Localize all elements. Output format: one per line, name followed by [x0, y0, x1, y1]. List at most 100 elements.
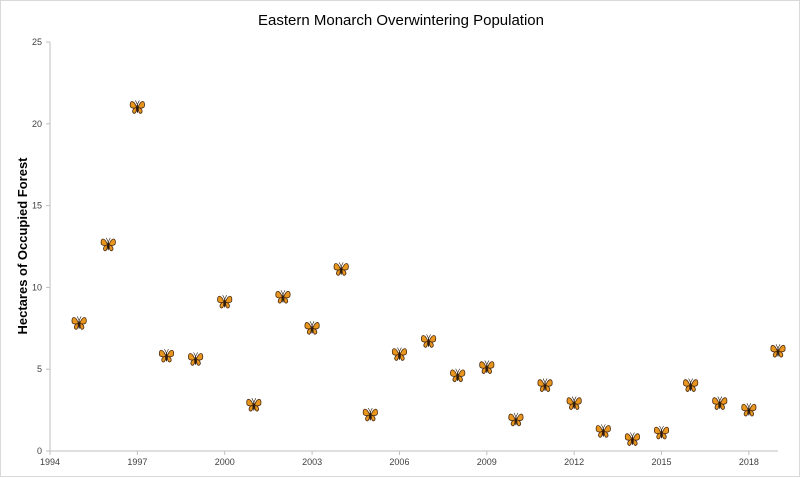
butterfly-wing-upper-right: [720, 397, 728, 405]
butterfly-wing-lower-left: [598, 430, 603, 438]
butterfly-wing-upper-left: [479, 361, 487, 369]
x-tick-label: 2003: [302, 457, 322, 467]
butterfly-antennae: [397, 347, 402, 352]
butterfly-wing-upper-right: [749, 403, 757, 412]
butterfly-wing-upper-right: [79, 317, 87, 325]
butterfly-wing-upper-right: [283, 290, 291, 299]
butterfly-wing-lower-left: [510, 419, 516, 427]
butterfly-wing-upper-right: [516, 413, 524, 421]
butterfly-body: [689, 382, 692, 392]
x-tick-label: 1994: [40, 457, 60, 467]
butterfly-antennae: [426, 334, 431, 339]
butterfly-body: [515, 416, 517, 426]
x-tick-label: 2018: [739, 457, 759, 467]
butterfly-wing-lower-right: [167, 355, 172, 363]
butterfly-body: [369, 411, 372, 421]
butterfly-antennae: [368, 407, 373, 413]
butterfly-wing-upper-left: [566, 397, 574, 405]
butterfly-icon: [100, 237, 116, 252]
butterfly-icon: [595, 424, 611, 438]
butterfly-wing-lower-left: [685, 385, 691, 392]
butterfly-wing-lower-left: [161, 355, 166, 363]
butterfly-wing-lower-right: [749, 409, 755, 417]
butterfly-wing-lower-right: [341, 268, 347, 276]
butterfly-wing-upper-right: [778, 344, 786, 353]
butterfly-wing-lower-right: [487, 367, 492, 374]
butterfly-icon: [741, 402, 757, 417]
butterfly-wing-upper-left: [595, 425, 603, 433]
butterfly-body: [78, 319, 81, 329]
butterfly-wing-lower-left: [132, 106, 137, 114]
butterfly-body: [602, 427, 605, 437]
butterfly-wing-upper-right: [341, 263, 349, 271]
butterfly-body: [718, 400, 721, 410]
butterfly-wing-lower-left: [656, 432, 661, 440]
butterfly-wing-lower-right: [254, 404, 259, 412]
butterfly-icon: [129, 100, 145, 114]
butterfly-wing-lower-right: [79, 322, 85, 330]
butterfly-wing-upper-left: [246, 398, 254, 407]
butterfly-wing-lower-right: [108, 244, 114, 252]
butterfly-wing-upper-right: [225, 295, 233, 304]
butterfly-wing-lower-right: [691, 385, 696, 392]
butterfly-wing-upper-right: [458, 369, 466, 377]
butterfly-wing-upper-left: [624, 433, 632, 441]
butterfly-wing-upper-left: [362, 408, 370, 417]
butterfly-wing-upper-left: [129, 101, 137, 109]
butterfly-icon: [391, 347, 407, 361]
butterfly-wing-lower-left: [336, 268, 341, 276]
butterfly-wing-upper-right: [429, 335, 437, 343]
butterfly-wing-lower-right: [225, 301, 230, 309]
butterfly-icon: [624, 432, 640, 446]
y-tick-label: 10: [32, 282, 42, 292]
butterfly-antennae: [746, 402, 752, 408]
butterfly-antennae: [251, 398, 257, 403]
butterfly-icon: [450, 368, 466, 383]
butterfly-wing-lower-right: [458, 375, 463, 383]
butterfly-icon: [246, 398, 262, 412]
butterfly-wing-upper-left: [275, 290, 283, 299]
butterfly-antennae: [688, 378, 693, 383]
butterfly-body: [573, 400, 576, 410]
butterfly-antennae: [601, 424, 606, 429]
butterfly-wing-lower-left: [365, 414, 370, 422]
x-tick-label: 2000: [215, 457, 235, 467]
butterfly-body: [747, 406, 750, 416]
butterfly-antennae: [455, 368, 460, 373]
butterfly-antennae: [193, 352, 198, 357]
butterfly-wing-lower-left: [452, 375, 458, 383]
butterfly-wing-upper-left: [217, 295, 225, 304]
butterfly-wing-upper-right: [574, 397, 582, 405]
butterfly-wing-upper-right: [167, 349, 175, 358]
tick-labels: 0 5 10 15 20 25 1994 1997 2000 2003 2006 2009 2012 20…: [32, 37, 759, 467]
butterfly-wing-lower-left: [627, 439, 632, 446]
butterfly-icon: [304, 321, 320, 335]
butterfly-wing-lower-left: [277, 296, 283, 304]
butterfly-icon: [362, 407, 378, 422]
butterfly-wing-lower-left: [103, 244, 108, 252]
butterfly-wing-upper-left: [537, 379, 545, 387]
butterfly-icon: [537, 378, 553, 392]
butterfly-body: [660, 429, 663, 439]
butterfly-wing-upper-left: [421, 335, 428, 343]
butterfly-icon: [333, 262, 349, 276]
butterfly-wing-lower-right: [720, 403, 725, 410]
butterfly-antennae: [630, 432, 635, 437]
butterfly-body: [398, 350, 401, 360]
butterfly-wing-upper-right: [196, 353, 204, 361]
butterfly-wing-lower-left: [394, 353, 399, 361]
butterfly-body: [311, 324, 313, 334]
butterfly-wing-upper-right: [137, 101, 145, 109]
butterfly-antennae: [135, 100, 140, 105]
butterfly-body: [252, 401, 255, 411]
butterfly-wing-lower-right: [283, 296, 289, 304]
butterfly-wing-lower-left: [248, 404, 254, 412]
butterfly-body: [223, 298, 226, 308]
butterfly-body: [456, 372, 459, 382]
butterfly-wing-lower-right: [137, 106, 143, 114]
butterfly-icon: [479, 360, 495, 374]
butterfly-antennae: [717, 396, 723, 401]
butterfly-wing-lower-right: [312, 327, 318, 335]
butterfly-icon: [712, 396, 728, 410]
